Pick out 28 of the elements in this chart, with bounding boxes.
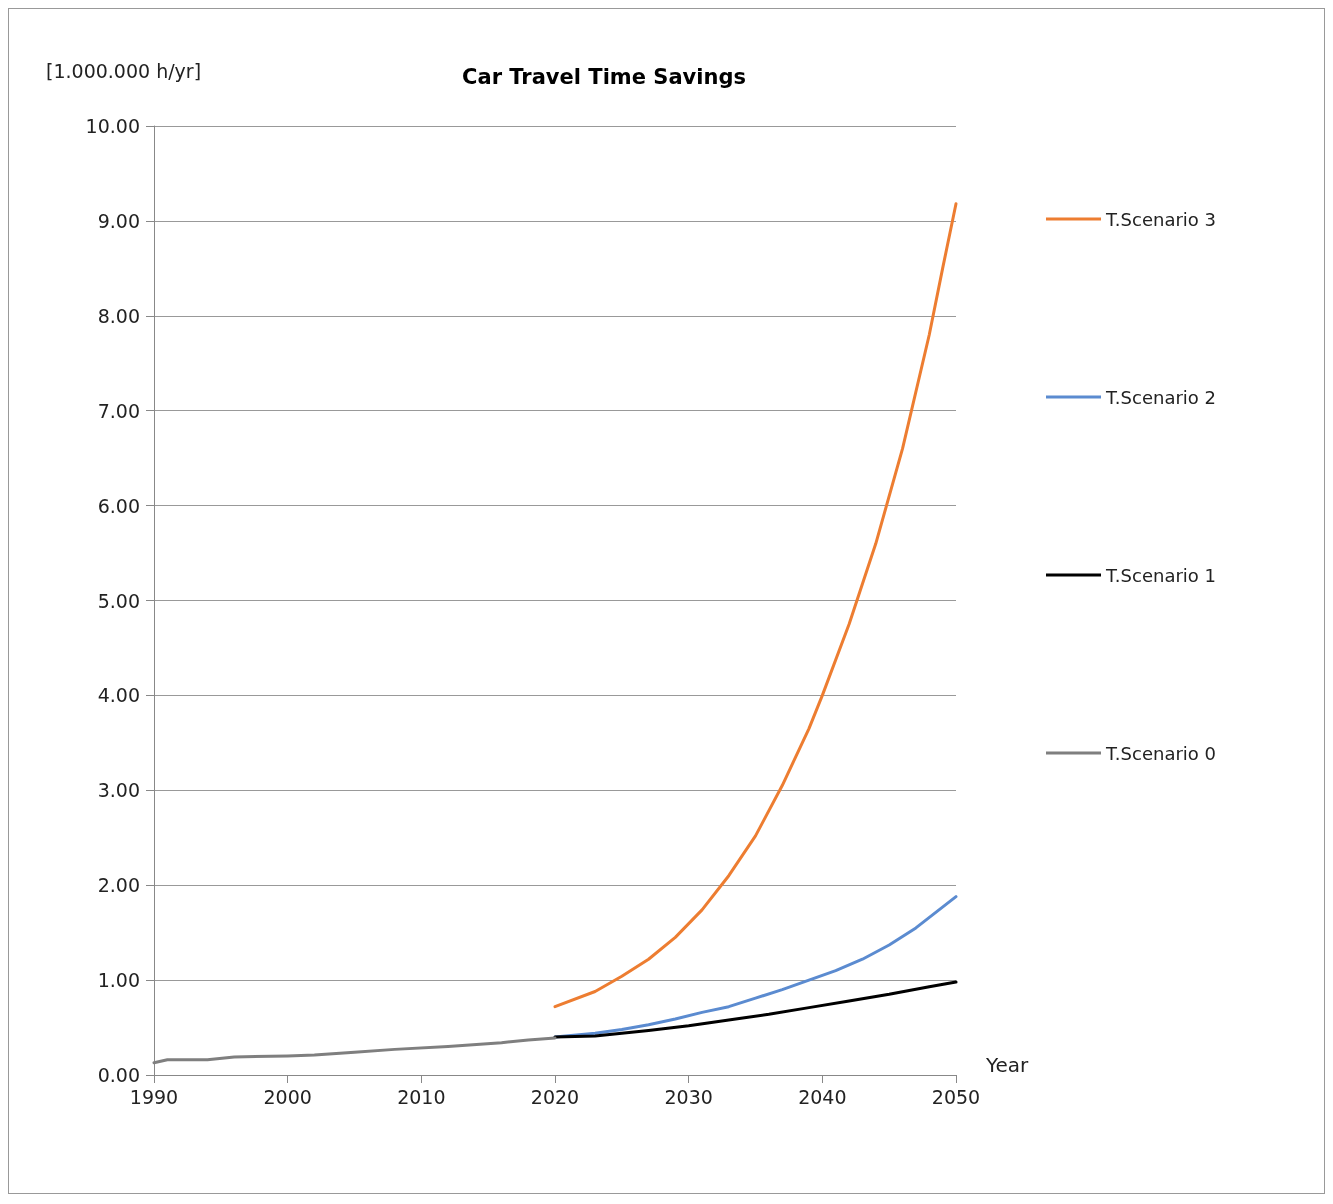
chart-title: Car Travel Time Savings <box>462 64 746 89</box>
legend-label: T.Scenario 0 <box>1105 742 1217 764</box>
line-series <box>553 202 958 1009</box>
line-series <box>553 895 958 1039</box>
legend-label: T.Scenario 3 <box>1105 208 1217 230</box>
x-tick-label: 1990 <box>129 1085 179 1108</box>
x-tick-label: 2000 <box>263 1085 312 1108</box>
x-tick-label: 2020 <box>530 1085 580 1108</box>
y-tick-label: 3.00 <box>97 779 140 802</box>
legend-label: T.Scenario 1 <box>1105 564 1217 586</box>
y-tick-label: 7.00 <box>97 399 140 422</box>
x-tick-label: 2010 <box>397 1085 446 1108</box>
y-tick-label: 10.00 <box>85 115 140 137</box>
y-tick-label: 9.00 <box>97 209 140 232</box>
y-tick-label: 6.00 <box>97 494 140 517</box>
y-axis-title: [1.000.000 h/yr] <box>46 59 202 82</box>
x-tick-label: 2030 <box>664 1085 713 1108</box>
y-tick-label: 2.00 <box>97 874 140 897</box>
y-tick-label: 8.00 <box>97 304 140 327</box>
y-tick-label: 0.00 <box>97 1064 140 1086</box>
y-tick-label: 4.00 <box>97 684 140 707</box>
line-series <box>553 980 958 1039</box>
y-tick-label: 1.00 <box>97 969 140 992</box>
y-tick-label: 5.00 <box>97 589 140 612</box>
x-tick-label: 2050 <box>931 1085 981 1108</box>
x-axis-title: Year <box>985 1053 1030 1077</box>
x-tick-label: 2040 <box>798 1085 847 1108</box>
legend-label: T.Scenario 2 <box>1105 386 1217 408</box>
